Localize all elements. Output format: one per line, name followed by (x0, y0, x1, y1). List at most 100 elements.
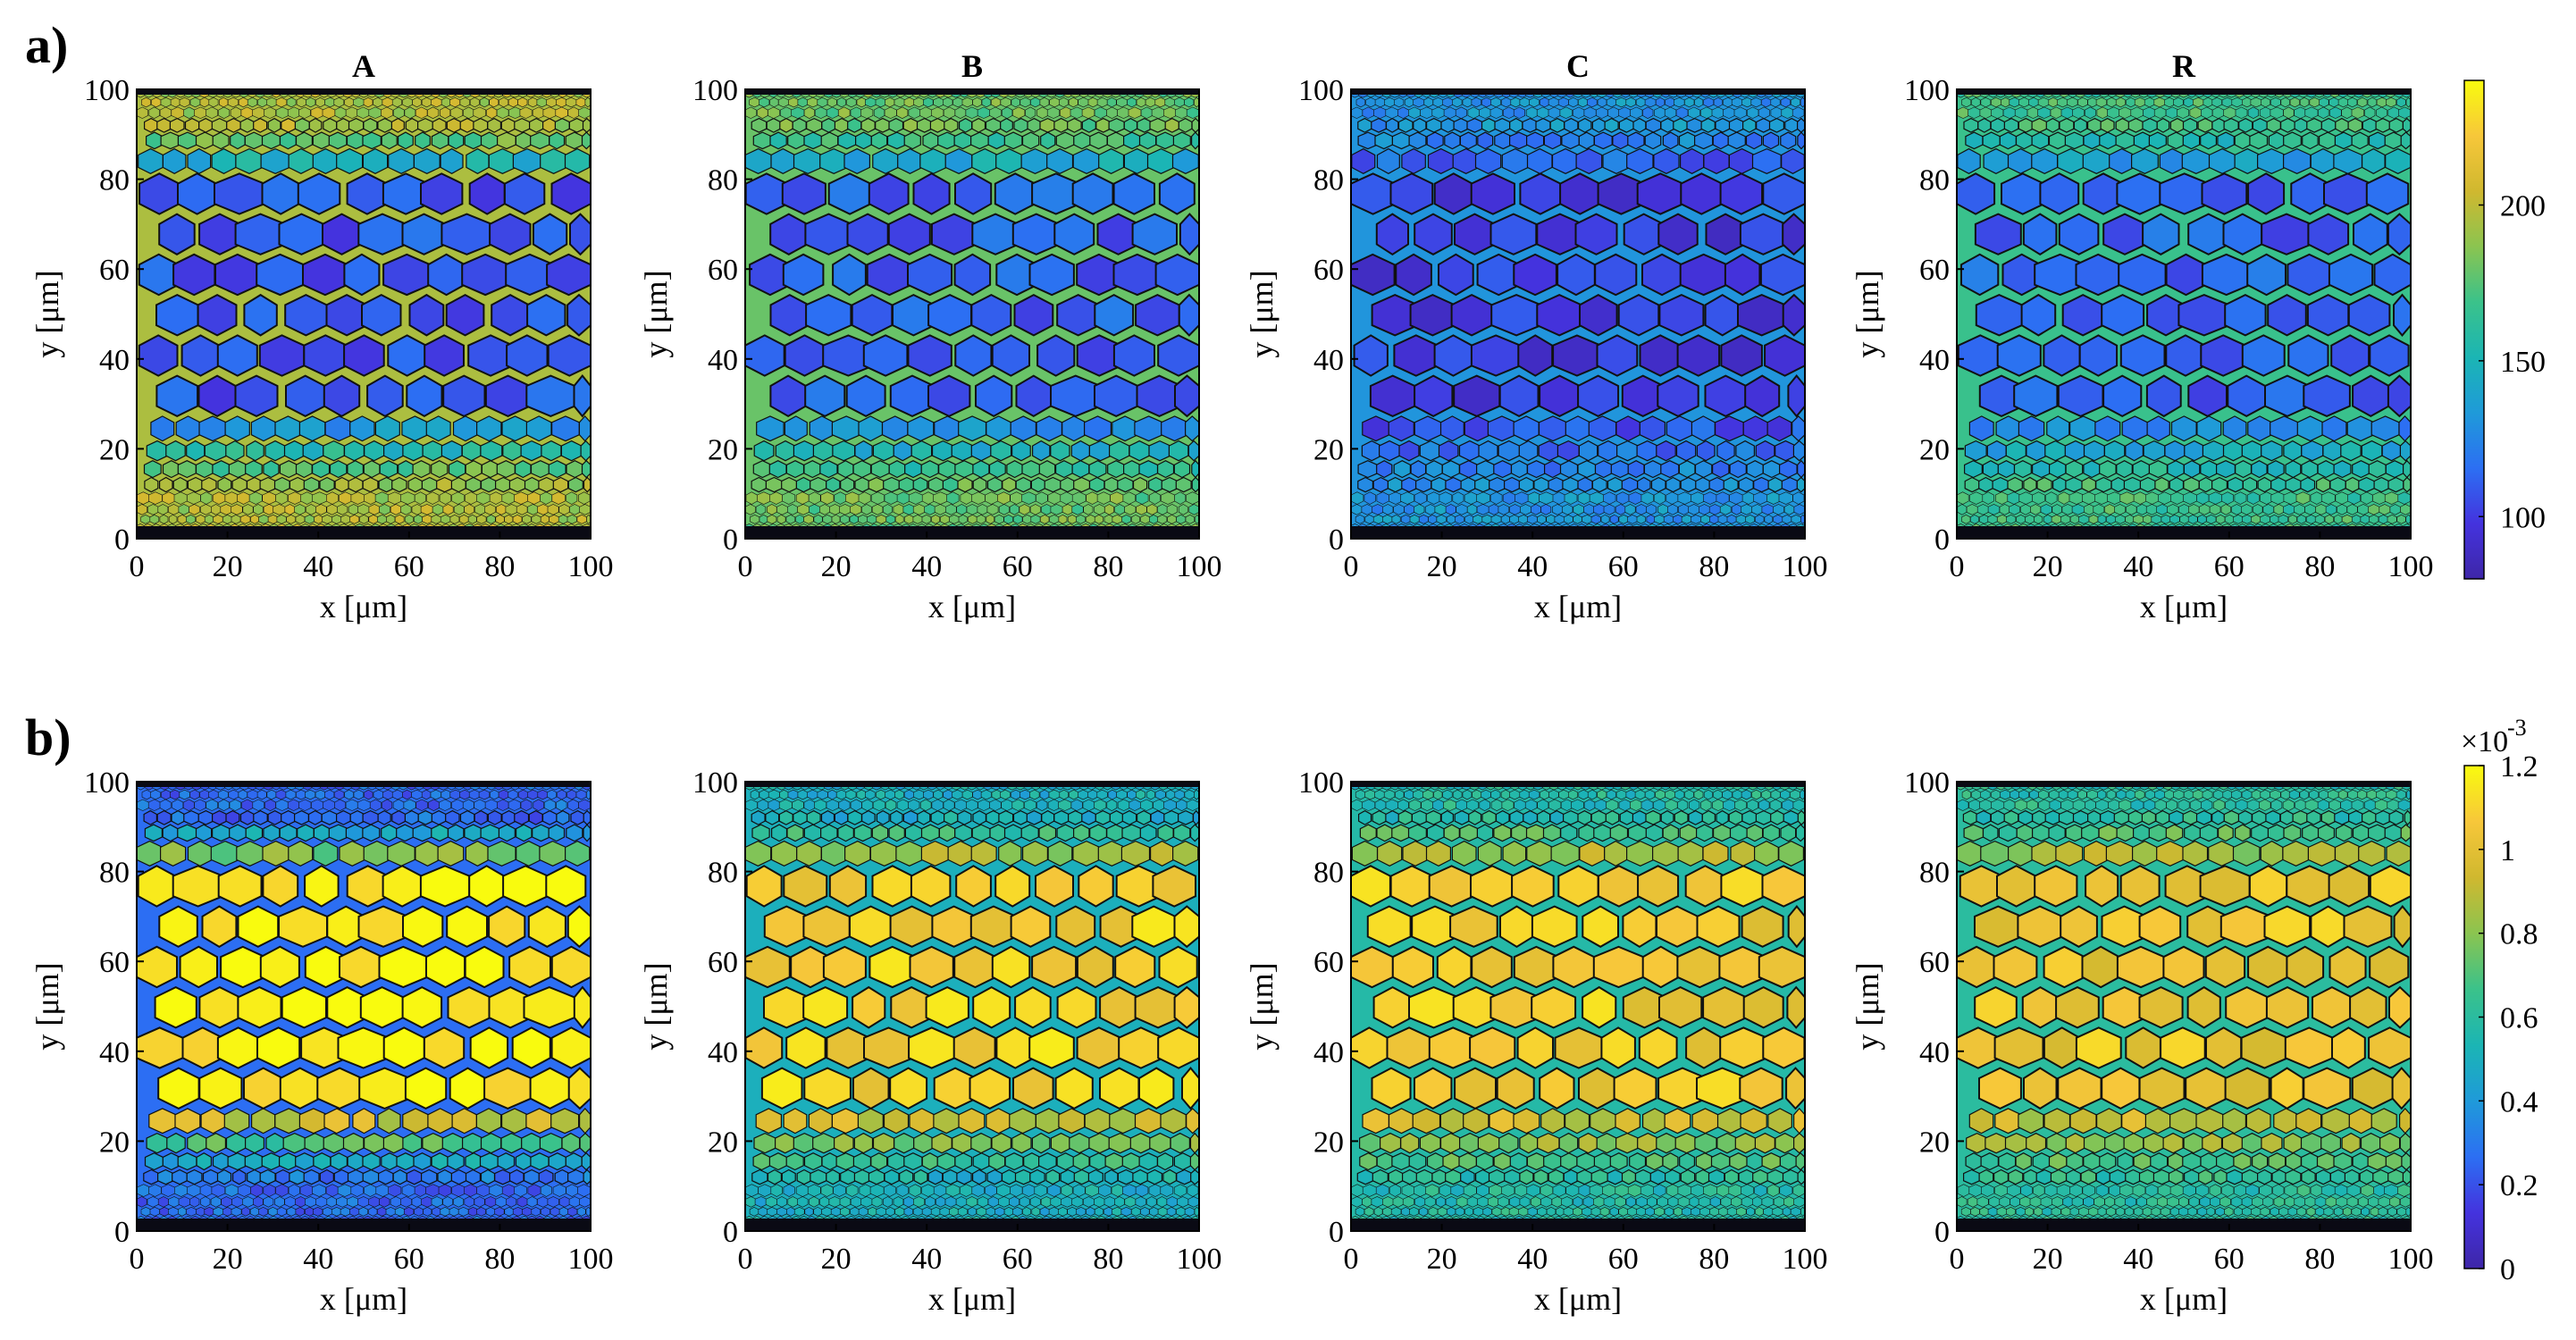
voronoi-cell (837, 824, 854, 842)
voronoi-cell (146, 131, 164, 150)
voronoi-cell (276, 514, 287, 524)
voronoi-cell (566, 491, 578, 505)
voronoi-cell (503, 172, 546, 215)
voronoi-cell (1058, 1206, 1068, 1217)
voronoi-cell (2398, 415, 2412, 442)
voronoi-cell (424, 334, 465, 377)
voronoi-cell (1636, 440, 1658, 462)
x-axis-label: x [μm] (320, 1281, 407, 1317)
voronoi-cell (1790, 789, 1801, 800)
voronoi-cell (1439, 415, 1464, 442)
voronoi-cell (307, 809, 323, 825)
voronoi-cell (532, 824, 551, 842)
voronoi-cell (958, 117, 973, 133)
voronoi-cell (1735, 514, 1747, 524)
voronoi-cell (2188, 504, 2200, 515)
voronoi-cell (363, 117, 378, 133)
voronoi-cell (2009, 504, 2020, 515)
voronoi-cell (2252, 117, 2268, 133)
voronoi-cell (2026, 440, 2048, 462)
voronoi-cell (159, 799, 172, 811)
voronoi-cell (1573, 514, 1582, 524)
voronoi-cell (2387, 514, 2397, 524)
voronoi-cell (212, 1152, 231, 1171)
voronoi-cell (1361, 440, 1382, 462)
voronoi-cell (1170, 1132, 1191, 1154)
voronoi-cell (498, 824, 516, 842)
voronoi-cell (2368, 131, 2387, 150)
voronoi-cell (1136, 789, 1145, 800)
voronoi-cell (1577, 809, 1592, 825)
voronoi-cell (1694, 1132, 1717, 1154)
voronoi-cell (2351, 131, 2369, 150)
voronoi-cell (377, 514, 388, 524)
voronoi-cell (1564, 514, 1573, 524)
voronoi-cell (2221, 96, 2233, 108)
voronoi-cell (957, 809, 972, 825)
voronoi-cell (413, 514, 424, 524)
x-tick-label: 80 (1093, 550, 1123, 583)
voronoi-cell (508, 476, 526, 493)
voronoi-cell (469, 96, 480, 108)
voronoi-cell (431, 1152, 449, 1171)
voronoi-cell (573, 985, 592, 1029)
voronoi-cell (2253, 504, 2263, 515)
voronoi-cell (1000, 117, 1013, 133)
voronoi-cell (776, 514, 786, 524)
y-tick-label: 20 (1919, 433, 1950, 466)
voronoi-cell (1708, 476, 1725, 493)
voronoi-cell (1662, 1152, 1679, 1171)
voronoi-cell (249, 1206, 260, 1217)
voronoi-cell (1036, 334, 1076, 377)
voronoi-cell (2283, 131, 2302, 150)
voronoi-cell (952, 1132, 974, 1154)
voronoi-cell (1783, 504, 1795, 515)
voronoi-cell (2169, 476, 2185, 493)
voronoi-cell (2270, 514, 2279, 524)
voronoi-cell (896, 106, 909, 119)
voronoi-cell (864, 789, 876, 800)
voronoi-cell (1474, 1168, 1491, 1185)
voronoi-cell (1371, 117, 1387, 133)
voronoi-cell (1966, 504, 1978, 515)
voronoi-cell (1087, 96, 1098, 108)
voronoi-cell (1560, 1152, 1578, 1171)
voronoi-cell (516, 504, 528, 515)
y-tick-label: 100 (1904, 74, 1950, 107)
voronoi-cell (936, 1196, 946, 1208)
voronoi-cell (961, 96, 973, 108)
voronoi-cell (1494, 117, 1511, 133)
voronoi-cell (813, 1206, 823, 1217)
voronoi-cell (377, 117, 393, 133)
voronoi-cell (1191, 459, 1200, 479)
voronoi-cell (2381, 440, 2402, 462)
voronoi-cell (421, 476, 438, 493)
voronoi-cell (253, 504, 264, 515)
voronoi-cell (1148, 440, 1171, 462)
voronoi-cell (1089, 824, 1108, 842)
voronoi-cell (368, 514, 379, 524)
voronoi-cell (2106, 514, 2117, 524)
voronoi-cell (377, 809, 391, 825)
voronoi-cell (2148, 131, 2167, 150)
voronoi-cell (2115, 514, 2126, 524)
voronoi-cell (1443, 824, 1460, 842)
voronoi-cell (144, 117, 159, 133)
voronoi-cell (1582, 985, 1617, 1029)
voronoi-cell (938, 824, 956, 842)
voronoi-cell (2369, 514, 2379, 524)
voronoi-cell (769, 96, 779, 108)
voronoi-cell (506, 1196, 517, 1208)
x-axis-label: x [μm] (320, 589, 407, 624)
voronoi-cell (179, 789, 190, 800)
voronoi-cell (1593, 1152, 1613, 1171)
voronoi-cell (1129, 1132, 1153, 1154)
voronoi-cell (1067, 809, 1084, 825)
voronoi-cell (391, 476, 407, 493)
voronoi-cell (1021, 131, 1040, 150)
voronoi-cell (1011, 1132, 1032, 1154)
voronoi-cell (1174, 491, 1187, 505)
voronoi-cell (1498, 1132, 1519, 1154)
voronoi-cell (1002, 106, 1013, 119)
